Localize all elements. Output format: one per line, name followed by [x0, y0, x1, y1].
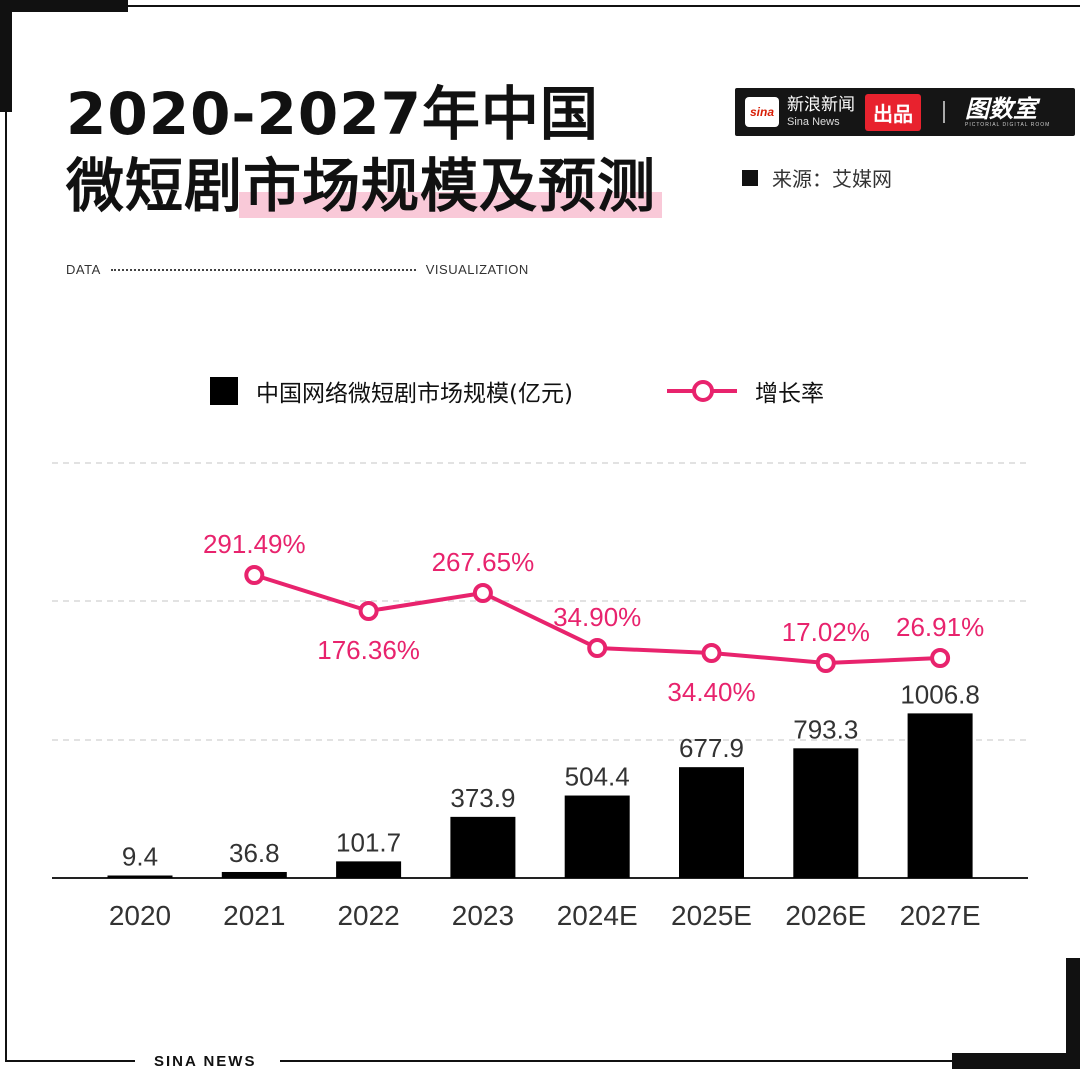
growth-point-2022: [358, 601, 379, 621]
legend-item-line: 增长率: [573, 374, 824, 408]
x-tick-2024E: 2024E: [557, 900, 638, 931]
x-tick-2023: 2023: [452, 900, 514, 931]
legend-bar-swatch: [210, 377, 238, 405]
x-tick-2022: 2022: [337, 900, 399, 931]
frame-corner-bottom-right: [952, 1053, 1080, 1069]
bar-2026E: [793, 748, 859, 878]
bar-label-2022: 101.7: [336, 827, 401, 857]
legend-line-swatch: [666, 380, 737, 402]
growth-point-2023: [472, 583, 493, 603]
frame-bottom-line-left: [5, 1060, 135, 1062]
title-line-2-plain: 微短剧: [66, 152, 244, 220]
legend-item-bar: 中国网络微短剧市场规模(亿元): [210, 374, 573, 408]
studio-name-cn: 图数室: [965, 94, 1037, 123]
growth-label-2021: 291.49%: [203, 529, 306, 559]
frame-bottom-line-right: [280, 1060, 960, 1062]
bar-label-2027E: 1006.8: [900, 679, 980, 709]
brand-separator: [943, 101, 945, 123]
footer-brand: SINA NEWS: [154, 1053, 257, 1070]
bar-label-2026E: 793.3: [793, 714, 858, 744]
source-text: 来源：艾媒网: [772, 167, 892, 191]
bar-label-2020: 9.4: [122, 842, 158, 872]
brand-box: sina 新浪新闻 Sina News 出品 图数室 PICTORIAL DIG…: [735, 88, 1075, 136]
brand-name-en: Sina News: [787, 115, 840, 128]
bar-label-2021: 36.8: [229, 838, 280, 868]
dataviz-right: VISUALIZATION: [425, 262, 529, 277]
studio-name-en: PICTORIAL DIGITAL ROOM: [965, 121, 1051, 128]
chart-legend: 中国网络微短剧市场规模(亿元) 增长率: [210, 374, 824, 408]
growth-point-2024E: [587, 638, 608, 658]
legend-bar-label: 中国网络微短剧市场规模(亿元): [256, 381, 573, 407]
growth-label-2026E: 17.02%: [782, 617, 870, 647]
growth-point-2025E: [701, 643, 722, 663]
legend-line-label: 增长率: [754, 381, 824, 407]
frame-left-line: [5, 112, 7, 1062]
brand-text: 新浪新闻 Sina News: [787, 94, 855, 128]
bar-2025E: [679, 767, 744, 878]
bar-2022: [336, 861, 402, 878]
bar-2020: [107, 875, 173, 878]
growth-label-2023: 267.65%: [432, 547, 535, 577]
dataviz-left: DATA: [66, 262, 101, 277]
bar-2021: [221, 871, 287, 878]
brand-banner: sina 新浪新闻 Sina News 出品 图数室 PICTORIAL DIG…: [735, 88, 1075, 136]
frame-corner-left: [0, 0, 12, 112]
brand-name-cn: 新浪新闻: [787, 94, 855, 115]
brand-tag: 出品: [865, 93, 921, 131]
x-tick-2021: 2021: [223, 900, 285, 931]
bar-2024E: [564, 795, 630, 878]
sina-logo-icon: sina: [745, 97, 779, 127]
dataviz-strip: DATA VISUALIZATION: [66, 262, 529, 277]
frame-top-line: [128, 5, 1080, 7]
x-tick-2025E: 2025E: [671, 900, 752, 931]
growth-label-2027E: 26.91%: [896, 612, 984, 642]
growth-label-2022: 176.36%: [317, 635, 420, 665]
bar-2023: [450, 816, 516, 878]
bar-label-2025E: 677.9: [679, 733, 744, 763]
title-line-2-highlight: 市场规模及预测: [239, 152, 663, 220]
growth-label-2024E: 34.90%: [553, 602, 641, 632]
source-note: 来源：艾媒网: [742, 163, 892, 192]
title-line-2: 微短剧市场规模及预测: [66, 150, 663, 222]
studio-logo: 图数室 PICTORIAL DIGITAL ROOM: [965, 97, 1050, 128]
x-tick-2020: 2020: [109, 900, 171, 931]
title-line-1: 2020-2027年中国: [66, 80, 599, 148]
growth-point-2027E: [930, 648, 951, 668]
bar-label-2024E: 504.4: [565, 762, 630, 792]
growth-label-2025E: 34.40%: [667, 677, 755, 707]
x-tick-2026E: 2026E: [785, 900, 866, 931]
bar-label-2023: 373.9: [450, 783, 515, 813]
dataviz-dotted-line: [110, 268, 416, 271]
growth-point-2026E: [815, 653, 836, 673]
bar-2027E: [907, 713, 973, 878]
frame-corner-top-left: [0, 0, 128, 12]
source-square-icon: [742, 169, 758, 186]
chart-title: 2020-2027年中国 微短剧市场规模及预测: [66, 78, 663, 222]
x-tick-2027E: 2027E: [900, 900, 981, 931]
growth-point-2021: [244, 565, 265, 585]
frame-corner-right: [1066, 958, 1080, 1069]
